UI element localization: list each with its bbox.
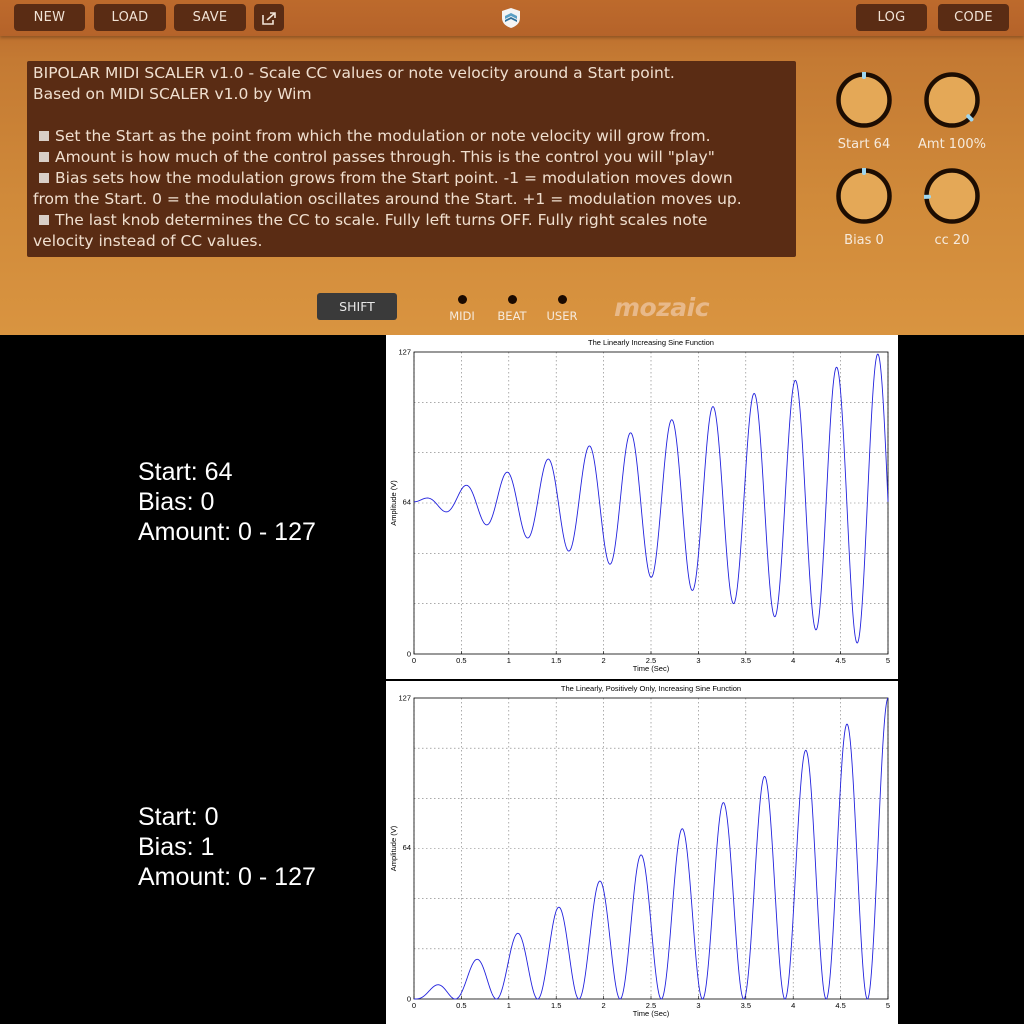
- midi-led: [458, 295, 467, 304]
- description-bullet: The last knob determines the CC to scale…: [33, 210, 790, 231]
- cc-knob-label: cc 20: [934, 233, 970, 248]
- example-start: Start: 64: [138, 458, 233, 486]
- user-led-label: USER: [546, 309, 578, 323]
- x-tick-label: 4.5: [835, 656, 845, 665]
- bullet-square-icon: [39, 173, 49, 183]
- x-tick-label: 1: [507, 656, 511, 665]
- bullet-text: Set the Start as the point from which th…: [55, 127, 711, 145]
- y-tick-label: 127: [398, 694, 411, 703]
- x-tick-label: 2.5: [646, 656, 656, 665]
- new-button[interactable]: NEW: [14, 4, 85, 31]
- chart-grid: [413, 698, 889, 999]
- code-button[interactable]: CODE: [938, 4, 1009, 31]
- start-knob-label: Start 64: [837, 137, 891, 152]
- bullet-text: Amount is how much of the control passes…: [55, 148, 715, 166]
- bias-knob-label: Bias 0: [844, 233, 884, 248]
- x-tick-label: 3.5: [741, 1001, 751, 1010]
- script-description: BIPOLAR MIDI SCALER v1.0 - Scale CC valu…: [27, 61, 796, 257]
- x-tick-label: 5: [886, 1001, 890, 1010]
- x-tick-label: 1: [507, 1001, 511, 1010]
- chart-grid: [413, 352, 889, 654]
- beat-led-label: BEAT: [497, 309, 527, 323]
- chart-title: The Linearly, Positively Only, Increasin…: [561, 684, 741, 693]
- x-tick-label: 1.5: [551, 656, 561, 665]
- description-line: BIPOLAR MIDI SCALER v1.0 - Scale CC valu…: [33, 64, 675, 82]
- save-button[interactable]: SAVE: [174, 4, 246, 31]
- x-tick-label: 4: [791, 1001, 795, 1010]
- series-line: [414, 353, 889, 644]
- x-tick-label: 0: [412, 1001, 416, 1010]
- description-bullet: Amount is how much of the control passes…: [33, 147, 790, 168]
- x-tick-label: 2: [602, 656, 606, 665]
- y-axis-label: Amplitude (V): [389, 480, 398, 526]
- log-button[interactable]: LOG: [856, 4, 927, 31]
- example-start: Start: 0: [138, 803, 219, 831]
- bias-knob[interactable]: [836, 168, 892, 224]
- chart-2: The Linearly, Positively Only, Increasin…: [386, 681, 898, 1024]
- x-tick-label: 1.5: [551, 1001, 561, 1010]
- y-tick-label: 64: [403, 843, 411, 852]
- share-icon: [262, 11, 276, 25]
- y-tick-label: 0: [407, 995, 411, 1004]
- x-tick-label: 5: [886, 656, 890, 665]
- description-line: velocity instead of CC values.: [33, 232, 263, 250]
- x-tick-label: 3.5: [741, 656, 751, 665]
- x-tick-label: 0.5: [456, 1001, 466, 1010]
- example-amount: Amount: 0 - 127: [138, 863, 316, 891]
- x-tick-label: 4.5: [835, 1001, 845, 1010]
- x-tick-label: 0: [412, 656, 416, 665]
- y-tick-label: 64: [403, 497, 411, 506]
- description-line: from the Start. 0 = the modulation oscil…: [33, 190, 742, 208]
- bullet-text: The last knob determines the CC to scale…: [55, 211, 708, 229]
- beat-led: [508, 295, 517, 304]
- bullet-text: Bias sets how the modulation grows from …: [55, 169, 733, 187]
- shield-logo-icon: [502, 8, 520, 28]
- chart-1: The Linearly Increasing Sine Function 0 0.…: [386, 335, 898, 679]
- amount-knob[interactable]: [924, 72, 980, 128]
- example-bias: Bias: 0: [138, 488, 215, 516]
- example-1-caption: Start: 64 Bias: 0 Amount: 0 - 127: [138, 457, 316, 547]
- knob-dial: [836, 72, 892, 128]
- x-axis-label: Time (Sec): [633, 664, 670, 673]
- description-bullet: Set the Start as the point from which th…: [33, 126, 790, 147]
- knob-dial: [924, 72, 980, 128]
- share-button[interactable]: [254, 4, 284, 31]
- y-axis-label: Amplitude (V): [389, 825, 398, 871]
- example-2-caption: Start: 0 Bias: 1 Amount: 0 - 127: [138, 802, 316, 892]
- knob-marker: [966, 114, 974, 122]
- x-tick-label: 3: [696, 656, 700, 665]
- x-tick-label: 2: [602, 1001, 606, 1010]
- start-knob[interactable]: [836, 72, 892, 128]
- description-line: Based on MIDI SCALER v1.0 by Wim: [33, 85, 312, 103]
- midi-led-label: MIDI: [449, 309, 475, 323]
- y-tick-label: 127: [398, 348, 411, 357]
- top-toolbar: NEW LOAD SAVE LOG CODE: [0, 0, 1024, 36]
- mozaic-logo: mozaic: [614, 293, 710, 322]
- shift-button[interactable]: SHIFT: [317, 293, 397, 320]
- bullet-square-icon: [39, 215, 49, 225]
- user-led: [558, 295, 567, 304]
- bullet-square-icon: [39, 152, 49, 162]
- x-axis-label: Time (Sec): [633, 1009, 670, 1018]
- x-tick-label: 4: [791, 656, 795, 665]
- amount-knob-label: Amt 100%: [918, 137, 986, 152]
- knob-dial: [836, 168, 892, 224]
- bullet-square-icon: [39, 131, 49, 141]
- x-tick-label: 0.5: [456, 656, 466, 665]
- x-tick-label: 2.5: [646, 1001, 656, 1010]
- knob-dial: [924, 168, 980, 224]
- series-line: [414, 697, 889, 1000]
- load-button[interactable]: LOAD: [94, 4, 166, 31]
- example-amount: Amount: 0 - 127: [138, 518, 316, 546]
- cc-knob[interactable]: [924, 168, 980, 224]
- chart-title: The Linearly Increasing Sine Function: [588, 338, 714, 347]
- x-tick-label: 3: [696, 1001, 700, 1010]
- mozaic-app: NEW LOAD SAVE LOG CODE BIPOLAR MIDI SCAL…: [0, 0, 1024, 335]
- y-tick-label: 0: [407, 650, 411, 659]
- description-bullet: Bias sets how the modulation grows from …: [33, 168, 790, 189]
- example-bias: Bias: 1: [138, 833, 215, 861]
